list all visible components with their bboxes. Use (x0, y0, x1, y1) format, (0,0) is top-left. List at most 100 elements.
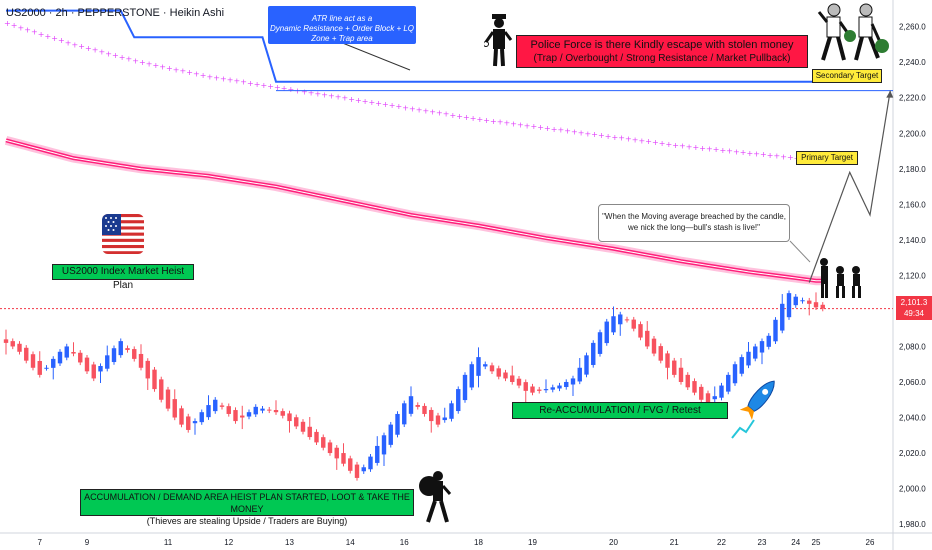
magenta-dot-marker: + (551, 125, 558, 134)
magenta-dot-marker: + (348, 95, 355, 104)
magenta-dot-marker: + (396, 102, 403, 111)
candle-body (611, 316, 616, 333)
candle-body (84, 357, 90, 372)
candle-body (91, 364, 96, 379)
x-tick-label: 9 (85, 538, 90, 547)
y-tick-label: 2,000.0 (899, 485, 926, 494)
magenta-dot-marker: + (612, 133, 619, 142)
candle-body (354, 464, 360, 478)
magenta-dot-marker: + (254, 80, 261, 89)
candle-body (327, 442, 333, 454)
magenta-dot-marker: + (288, 85, 295, 94)
candle-body (543, 389, 549, 391)
magenta-dot-marker: + (119, 53, 126, 62)
candle-body (773, 319, 778, 342)
y-tick-label: 2,140.0 (899, 236, 926, 245)
atr-note-line1: ATR line act as a (311, 14, 373, 23)
magenta-dot-marker: + (659, 139, 666, 148)
magenta-dot-marker: + (477, 115, 484, 124)
candle-body (766, 335, 771, 347)
magenta-dot-marker: + (456, 112, 463, 121)
magenta-dot-marker: + (267, 82, 274, 91)
candle-body (24, 347, 29, 361)
magenta-dot-marker: + (193, 70, 200, 79)
magenta-dot-marker: + (173, 65, 180, 74)
candle-body (618, 314, 623, 325)
magenta-dot-marker: + (38, 30, 45, 39)
magenta-dot-marker: + (733, 147, 740, 156)
magenta-dot-marker: + (780, 152, 787, 161)
magenta-dot-marker: + (186, 68, 193, 77)
candle-body (705, 393, 711, 406)
magenta-dot-marker: + (166, 64, 173, 73)
secondary-target-label: Secondary Target (812, 69, 882, 83)
police-warning-label: Police Force is there Kindly escape with… (516, 35, 808, 68)
magenta-dot-marker: + (585, 129, 592, 138)
y-axis[interactable]: 1,980.0 2,000.0 2,020.0 2,040.0 2,060.0 2,080… (899, 23, 926, 529)
accumulation-line1: ACCUMULATION / DEMAND AREA HEIST PLAN ST… (84, 492, 410, 514)
candle-body (429, 409, 434, 422)
candle-body (192, 421, 198, 424)
candle-body (361, 467, 366, 472)
magenta-dot-marker: + (598, 131, 605, 140)
magenta-dot-marker: + (240, 78, 247, 87)
y-tick-label: 2,040.0 (899, 414, 926, 423)
candle-body (273, 410, 279, 413)
symbol-title[interactable]: US2000 · 2h · PEPPERSTONE · Heikin Ashi (6, 7, 225, 19)
primary-target-label: Primary Target (796, 151, 858, 165)
y-tick-label: 1,980.0 (899, 520, 926, 529)
projection-arrow-head (886, 90, 894, 98)
magenta-dot-marker: + (72, 40, 79, 49)
candle-body (159, 379, 164, 400)
last-price-tag[interactable]: 2,101.3 49:34 (896, 296, 932, 320)
candle-body (739, 357, 744, 374)
magenta-dot-marker: + (112, 51, 119, 60)
candle-body (37, 360, 42, 375)
magenta-dot-marker: + (409, 104, 416, 113)
magenta-dot-marker: + (787, 153, 794, 162)
overlay-layer (276, 37, 894, 283)
magenta-dot-marker: + (747, 149, 754, 158)
candle-body (388, 424, 393, 445)
magenta-dot-marker: + (234, 77, 241, 86)
candle-body (267, 409, 272, 411)
candle-body (408, 396, 414, 414)
candle-body (820, 304, 825, 309)
candle-body (759, 341, 765, 353)
candle-body (334, 447, 339, 459)
candle-body (125, 348, 130, 351)
reaccumulation-label: Re-ACCUMULATION / FVG / Retest (512, 402, 728, 419)
magenta-dot-marker: + (342, 94, 349, 103)
candle-body (699, 386, 704, 400)
candle-body (233, 410, 238, 422)
atr-note-line2: Dynamic Resistance + Order Block + LQ Zo… (269, 24, 415, 43)
thieves-running-icon (817, 3, 889, 61)
candle-body (442, 417, 447, 421)
heist-plan-title: US2000 Index Market Heist Plan (52, 264, 194, 291)
magenta-dot-marker: + (126, 55, 133, 64)
candle-body (402, 403, 407, 425)
y-tick-label: 2,160.0 (899, 200, 926, 209)
x-axis[interactable]: 7 9 11 12 13 14 16 18 19 20 21 22 23 24 25 26 (38, 538, 875, 547)
rocket-icon (731, 380, 775, 439)
magenta-dot-marker: + (78, 42, 85, 51)
magenta-dot-marker: + (85, 44, 92, 53)
y-tick-label: 2,180.0 (899, 165, 926, 174)
candle-body (57, 351, 63, 364)
y-tick-label: 2,260.0 (899, 23, 926, 32)
magenta-dot-marker: + (213, 73, 220, 82)
candle-body (597, 332, 603, 354)
magenta-dot-marker: + (470, 114, 477, 123)
candle-body (240, 415, 245, 418)
candle-body (584, 355, 589, 375)
magenta-dot-marker: + (706, 145, 713, 154)
x-tick-label: 25 (812, 538, 821, 547)
x-tick-label: 26 (866, 538, 875, 547)
candle-body (570, 378, 576, 385)
candle-body (280, 411, 285, 416)
x-tick-label: 21 (670, 538, 679, 547)
magenta-dot-marker: + (517, 120, 524, 129)
candle-body (246, 412, 252, 417)
